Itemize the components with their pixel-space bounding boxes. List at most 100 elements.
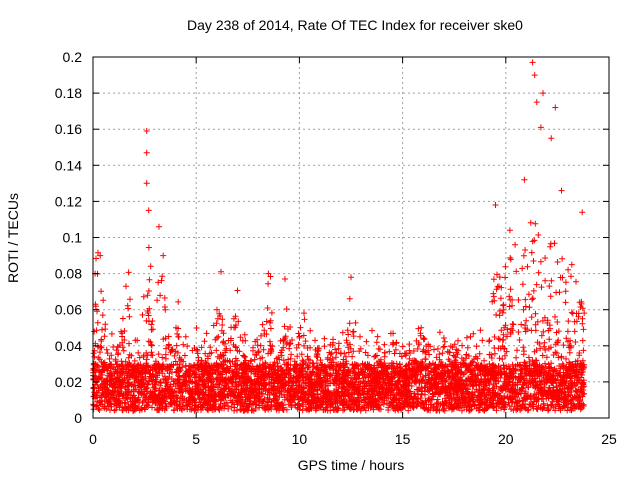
data-point — [301, 342, 307, 349]
data-point — [332, 366, 339, 373]
data-point — [468, 360, 475, 367]
data-point — [413, 358, 420, 365]
data-point — [203, 376, 210, 383]
data-point — [424, 407, 431, 414]
data-point — [514, 402, 521, 409]
data-point — [505, 363, 512, 370]
data-point — [577, 396, 584, 403]
data-point — [193, 373, 200, 380]
data-point — [451, 353, 458, 360]
data-point — [559, 274, 566, 281]
data-point — [293, 344, 300, 351]
data-point — [312, 381, 319, 388]
data-point — [91, 328, 98, 335]
data-point — [461, 400, 467, 407]
data-point — [214, 306, 220, 313]
data-point — [126, 351, 133, 358]
data-point — [330, 336, 336, 343]
data-point — [148, 351, 155, 358]
data-point — [403, 363, 410, 370]
data-point — [215, 333, 222, 340]
data-point — [533, 281, 540, 288]
data-point — [254, 342, 261, 349]
data-point — [497, 364, 504, 371]
data-point — [98, 288, 105, 295]
data-point — [413, 377, 420, 384]
data-point — [155, 351, 162, 358]
data-point — [278, 352, 285, 359]
data-point — [493, 286, 500, 293]
data-point — [294, 353, 301, 360]
data-point — [519, 281, 526, 288]
data-point — [436, 329, 443, 336]
data-point — [385, 404, 392, 411]
data-point — [462, 394, 469, 401]
data-point — [97, 349, 103, 356]
data-point — [152, 376, 159, 383]
data-point — [218, 395, 225, 402]
data-point — [341, 406, 348, 413]
data-point — [96, 407, 103, 413]
data-point — [532, 220, 539, 227]
data-point — [477, 378, 484, 384]
data-point — [464, 389, 471, 396]
data-point — [310, 388, 317, 395]
data-point — [564, 328, 571, 335]
data-point — [539, 317, 546, 324]
data-point — [521, 394, 528, 401]
data-point — [99, 371, 106, 378]
data-point — [126, 360, 133, 367]
data-point — [270, 397, 277, 404]
data-point — [289, 380, 296, 387]
data-point — [489, 389, 496, 396]
data-point — [213, 376, 220, 383]
data-point — [120, 378, 127, 385]
data-point — [550, 352, 557, 358]
data-point — [568, 389, 575, 395]
data-point — [326, 349, 333, 356]
data-point — [101, 359, 108, 366]
data-point — [436, 356, 443, 363]
data-point — [169, 388, 176, 395]
data-point — [223, 345, 230, 352]
data-point — [318, 404, 325, 411]
data-point — [425, 406, 432, 413]
data-point — [101, 391, 108, 397]
data-point — [283, 306, 290, 312]
data-point — [572, 339, 579, 345]
data-point — [148, 341, 155, 348]
data-point — [568, 309, 575, 316]
data-point — [285, 401, 292, 408]
data-point — [536, 373, 543, 380]
data-point — [277, 364, 284, 371]
data-point — [238, 386, 245, 393]
data-point — [463, 378, 470, 385]
data-point — [405, 376, 412, 382]
data-point — [234, 287, 241, 294]
data-point — [468, 371, 475, 378]
data-point — [579, 315, 586, 322]
data-point — [278, 347, 285, 354]
data-point — [530, 258, 537, 264]
data-point — [147, 263, 154, 270]
data-point — [107, 407, 113, 414]
data-point — [555, 377, 561, 384]
data-point — [529, 295, 536, 302]
data-point — [495, 368, 502, 375]
data-point — [135, 403, 142, 410]
data-point — [298, 351, 305, 358]
data-point — [502, 263, 509, 270]
data-point — [473, 343, 480, 350]
data-point — [506, 293, 513, 300]
data-point — [392, 382, 399, 389]
data-point — [125, 305, 132, 312]
data-point — [537, 385, 543, 392]
data-point — [499, 356, 506, 363]
data-point — [219, 322, 226, 328]
data-point — [335, 345, 342, 352]
data-point — [545, 361, 552, 368]
data-point — [174, 330, 181, 337]
data-point — [220, 362, 227, 368]
data-point — [195, 354, 202, 361]
data-point — [238, 365, 245, 371]
